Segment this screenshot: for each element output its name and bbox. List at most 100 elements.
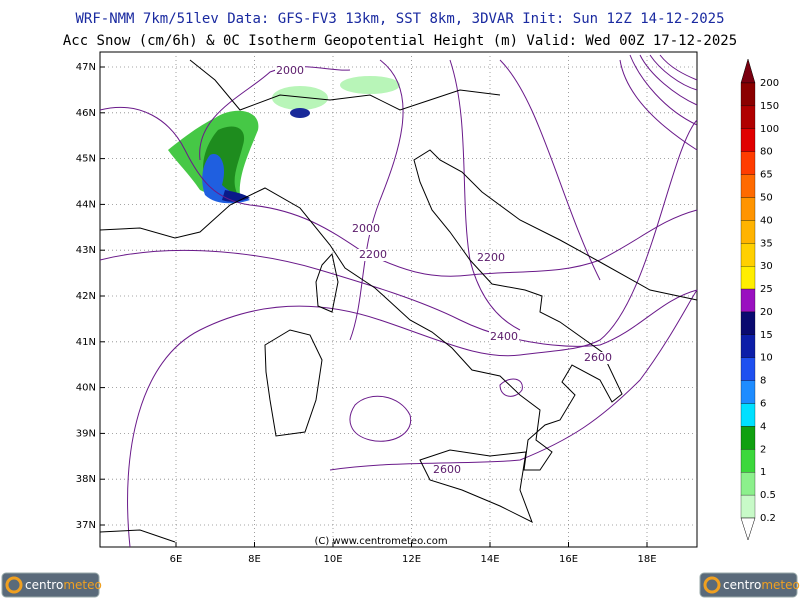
lon-label: 10E (323, 554, 342, 565)
snow-patch (290, 108, 310, 118)
logo-text: centrometeo (25, 578, 102, 592)
coastline (99, 529, 176, 543)
logo-box (1, 572, 100, 598)
lon-label: 14E (480, 554, 499, 565)
colorbar-segment (740, 334, 756, 358)
snow-patch (340, 76, 400, 94)
colorbar-bottom (740, 517, 756, 541)
colorbar-segment (740, 174, 756, 198)
lat-label: 40N (76, 383, 96, 394)
map: 2000 2000 2200 2200 2400 2600 2600 (C) www.cen… (99, 51, 698, 548)
contour-labels: 2000 2000 2200 2200 2400 2600 2600 (275, 64, 613, 476)
contour-label-bg (476, 252, 506, 264)
colorbar-label: 25 (760, 284, 773, 295)
logo-part: centro (25, 578, 63, 592)
contour (329, 289, 698, 471)
graticule (100, 52, 697, 547)
coastline (99, 149, 698, 471)
logo-part: meteo (63, 578, 102, 592)
header-line-2: Acc Snow (cm/6h) & 0C Isotherm Geopotent… (63, 33, 737, 49)
colorbar-segment (740, 128, 756, 152)
colorbar-label: 150 (760, 101, 779, 112)
snow-patch (272, 86, 328, 110)
colorbar-segment (740, 494, 756, 519)
colorbar-segment (740, 357, 756, 381)
lat-label: 45N (76, 154, 96, 165)
colorbar-label: 80 (760, 147, 773, 158)
contour (499, 59, 601, 281)
lat-label: 37N (76, 520, 96, 531)
coastlines (99, 59, 698, 543)
coastline (315, 252, 339, 313)
logo-part: centro (723, 578, 761, 592)
isotherm-contours (99, 54, 698, 548)
contour-label-bg (489, 331, 519, 343)
contour-label: 2400 (490, 330, 518, 343)
colorbar-label: 50 (760, 192, 773, 203)
contour-label: 2000 (352, 222, 380, 235)
lon-label: 8E (248, 554, 261, 565)
header-line-1: WRF-NMM 7km/51lev Data: GFS-FV3 13km, SS… (75, 11, 724, 27)
colorbar-segment (740, 82, 756, 107)
map-frame (99, 51, 698, 548)
colorbar-segment (740, 288, 756, 313)
colorbar-segment (740, 403, 756, 427)
colorbar-label: 35 (760, 238, 773, 249)
contour-label: 2000 (276, 64, 304, 77)
contour-label-bg (583, 352, 613, 364)
colorbar-segment (740, 472, 756, 496)
coastline (264, 329, 323, 437)
contour (349, 395, 412, 442)
logos: centrometeo centrometeo (1, 572, 800, 598)
colorbar-segment (740, 105, 756, 129)
lat-label: 47N (76, 62, 96, 73)
contour (199, 66, 351, 161)
colorbar-label: 15 (760, 330, 773, 341)
logo-part: meteo (761, 578, 800, 592)
colorbar-label: 20 (760, 307, 773, 318)
colorbar-segment (740, 426, 756, 450)
colorbar-segment (740, 449, 756, 473)
colorbar-label: 1 (760, 467, 766, 478)
logo-icon (703, 576, 721, 594)
colorbar-label: 0.2 (760, 513, 776, 524)
lon-label: 6E (170, 554, 183, 565)
colorbar-label: 4 (760, 421, 766, 432)
colorbar-label: 10 (760, 353, 773, 364)
logo-text: centrometeo (723, 578, 800, 592)
contour-label-bg (358, 249, 388, 261)
contour (619, 54, 698, 151)
lat-label: 38N (76, 474, 96, 485)
contour-label: 2600 (584, 351, 612, 364)
colorbar-segment (740, 197, 756, 221)
colorbar: 200 150 100 80 65 50 40 35 30 25 20 15 10 8 6 4 2 1 0.5 0.2 (740, 58, 779, 541)
credit: (C) www.centrometeo.com (314, 536, 447, 547)
colorbar-label: 65 (760, 170, 773, 181)
logo-icon (5, 576, 23, 594)
contour (349, 59, 404, 341)
colorbar-segment (740, 311, 756, 335)
lat-label: 46N (76, 108, 96, 119)
contour-label: 2600 (433, 463, 461, 476)
colorbar-label: 8 (760, 376, 766, 387)
contour-label-bg (275, 65, 305, 77)
colorbar-segment (740, 220, 756, 244)
colorbar-label: 0.5 (760, 490, 776, 501)
lat-label: 43N (76, 245, 96, 256)
contour-label-bg (432, 464, 462, 476)
lat-label: 39N (76, 428, 96, 439)
logo-box (699, 572, 798, 598)
colorbar-segment (740, 243, 756, 267)
colorbar-label: 6 (760, 399, 766, 410)
lon-label: 12E (402, 554, 421, 565)
contour-label: 2200 (477, 251, 505, 264)
snow-field (168, 76, 400, 204)
colorbar-label: 2 (760, 444, 766, 455)
lat-label: 41N (76, 337, 96, 348)
colorbar-arrow (740, 58, 756, 84)
contour (499, 378, 523, 397)
colorbar-segment (740, 380, 756, 404)
coastline (419, 449, 533, 524)
contour (127, 119, 698, 548)
